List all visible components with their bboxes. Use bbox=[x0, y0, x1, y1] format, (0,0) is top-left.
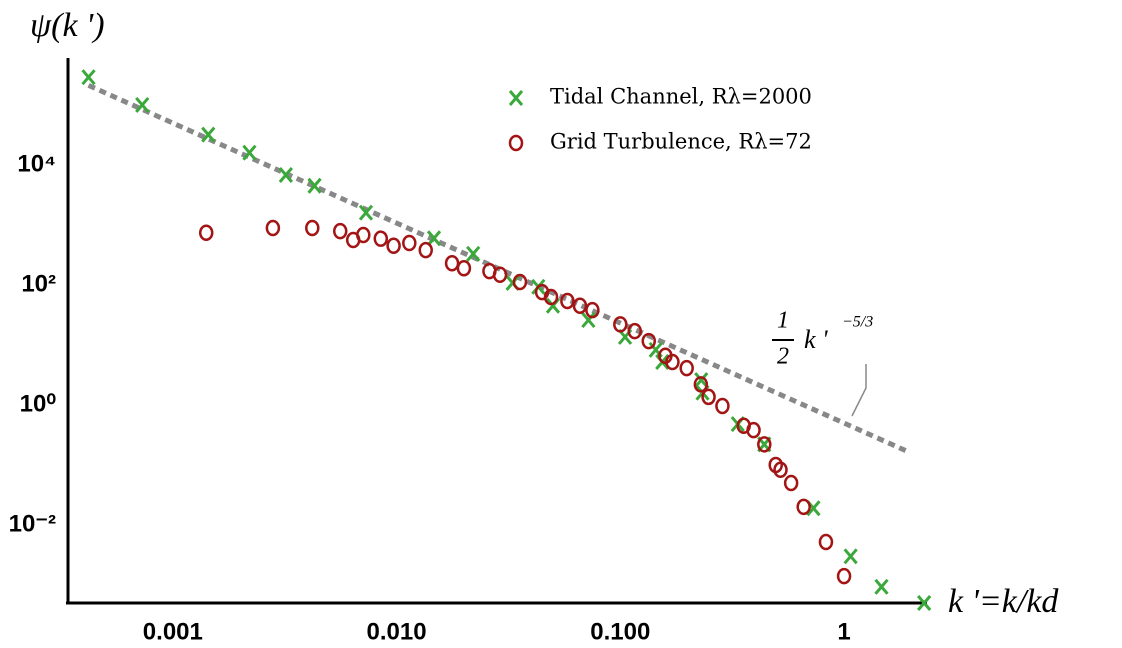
point bbox=[701, 388, 716, 406]
point bbox=[386, 237, 401, 254]
point bbox=[278, 167, 293, 183]
point bbox=[783, 474, 799, 492]
x-tick-label: 0.001 bbox=[143, 618, 203, 645]
point bbox=[641, 332, 657, 350]
point bbox=[512, 273, 528, 291]
legend-marker bbox=[508, 90, 524, 106]
annotation: 1 2 k ' −5/3 bbox=[772, 308, 873, 417]
point bbox=[135, 96, 150, 113]
point bbox=[818, 533, 834, 551]
annotation-numerator: 1 bbox=[777, 308, 789, 334]
series bbox=[198, 219, 852, 585]
point bbox=[426, 230, 442, 247]
point bbox=[715, 397, 730, 415]
point bbox=[572, 297, 588, 314]
point bbox=[694, 372, 709, 389]
point bbox=[201, 126, 216, 143]
annotation-base: k ' bbox=[804, 325, 828, 354]
y-tick-label: 10⁻² bbox=[9, 510, 56, 537]
y-tick-label: 10² bbox=[21, 270, 56, 297]
point bbox=[836, 567, 852, 585]
point bbox=[843, 548, 858, 565]
point bbox=[242, 144, 257, 161]
point bbox=[332, 222, 348, 240]
point bbox=[456, 259, 472, 277]
point bbox=[466, 245, 481, 262]
point bbox=[305, 219, 320, 237]
point bbox=[492, 266, 508, 283]
point bbox=[356, 226, 371, 244]
point bbox=[917, 595, 932, 611]
point bbox=[418, 241, 433, 259]
annotation-pointer bbox=[851, 364, 867, 417]
point bbox=[613, 316, 628, 333]
legend-label: Tidal Channel, Rλ=2000 bbox=[550, 85, 812, 109]
y-axis-label: ψ(k ') bbox=[30, 7, 105, 44]
x-tick-label: 0.100 bbox=[590, 618, 650, 645]
x-tick-label: 0.010 bbox=[367, 618, 427, 645]
y-tick-label: 10⁰ bbox=[20, 390, 57, 417]
point bbox=[693, 376, 709, 393]
point bbox=[757, 436, 772, 453]
point bbox=[560, 292, 575, 310]
point bbox=[198, 224, 214, 242]
point bbox=[543, 288, 559, 306]
point bbox=[585, 301, 600, 319]
annotation-exponent: −5/3 bbox=[842, 314, 873, 331]
point bbox=[773, 461, 788, 479]
legend-marker bbox=[508, 134, 524, 152]
x-tick-label: 1 bbox=[837, 618, 850, 645]
point bbox=[874, 578, 889, 595]
point bbox=[373, 230, 389, 247]
annotation-denominator: 2 bbox=[777, 344, 789, 370]
point bbox=[307, 177, 322, 194]
point bbox=[796, 498, 811, 516]
x-axis-label: k '=k/kd bbox=[948, 583, 1059, 620]
point bbox=[746, 421, 761, 439]
point bbox=[665, 353, 680, 371]
legend-label: Grid Turbulence, Rλ=72 bbox=[550, 130, 812, 154]
point bbox=[358, 204, 374, 221]
y-tick-label: 10⁴ bbox=[17, 150, 56, 177]
point bbox=[81, 69, 96, 86]
point bbox=[444, 254, 460, 272]
point bbox=[265, 219, 281, 237]
point bbox=[402, 234, 417, 252]
point bbox=[679, 359, 694, 377]
point bbox=[581, 312, 596, 329]
point bbox=[627, 322, 642, 340]
